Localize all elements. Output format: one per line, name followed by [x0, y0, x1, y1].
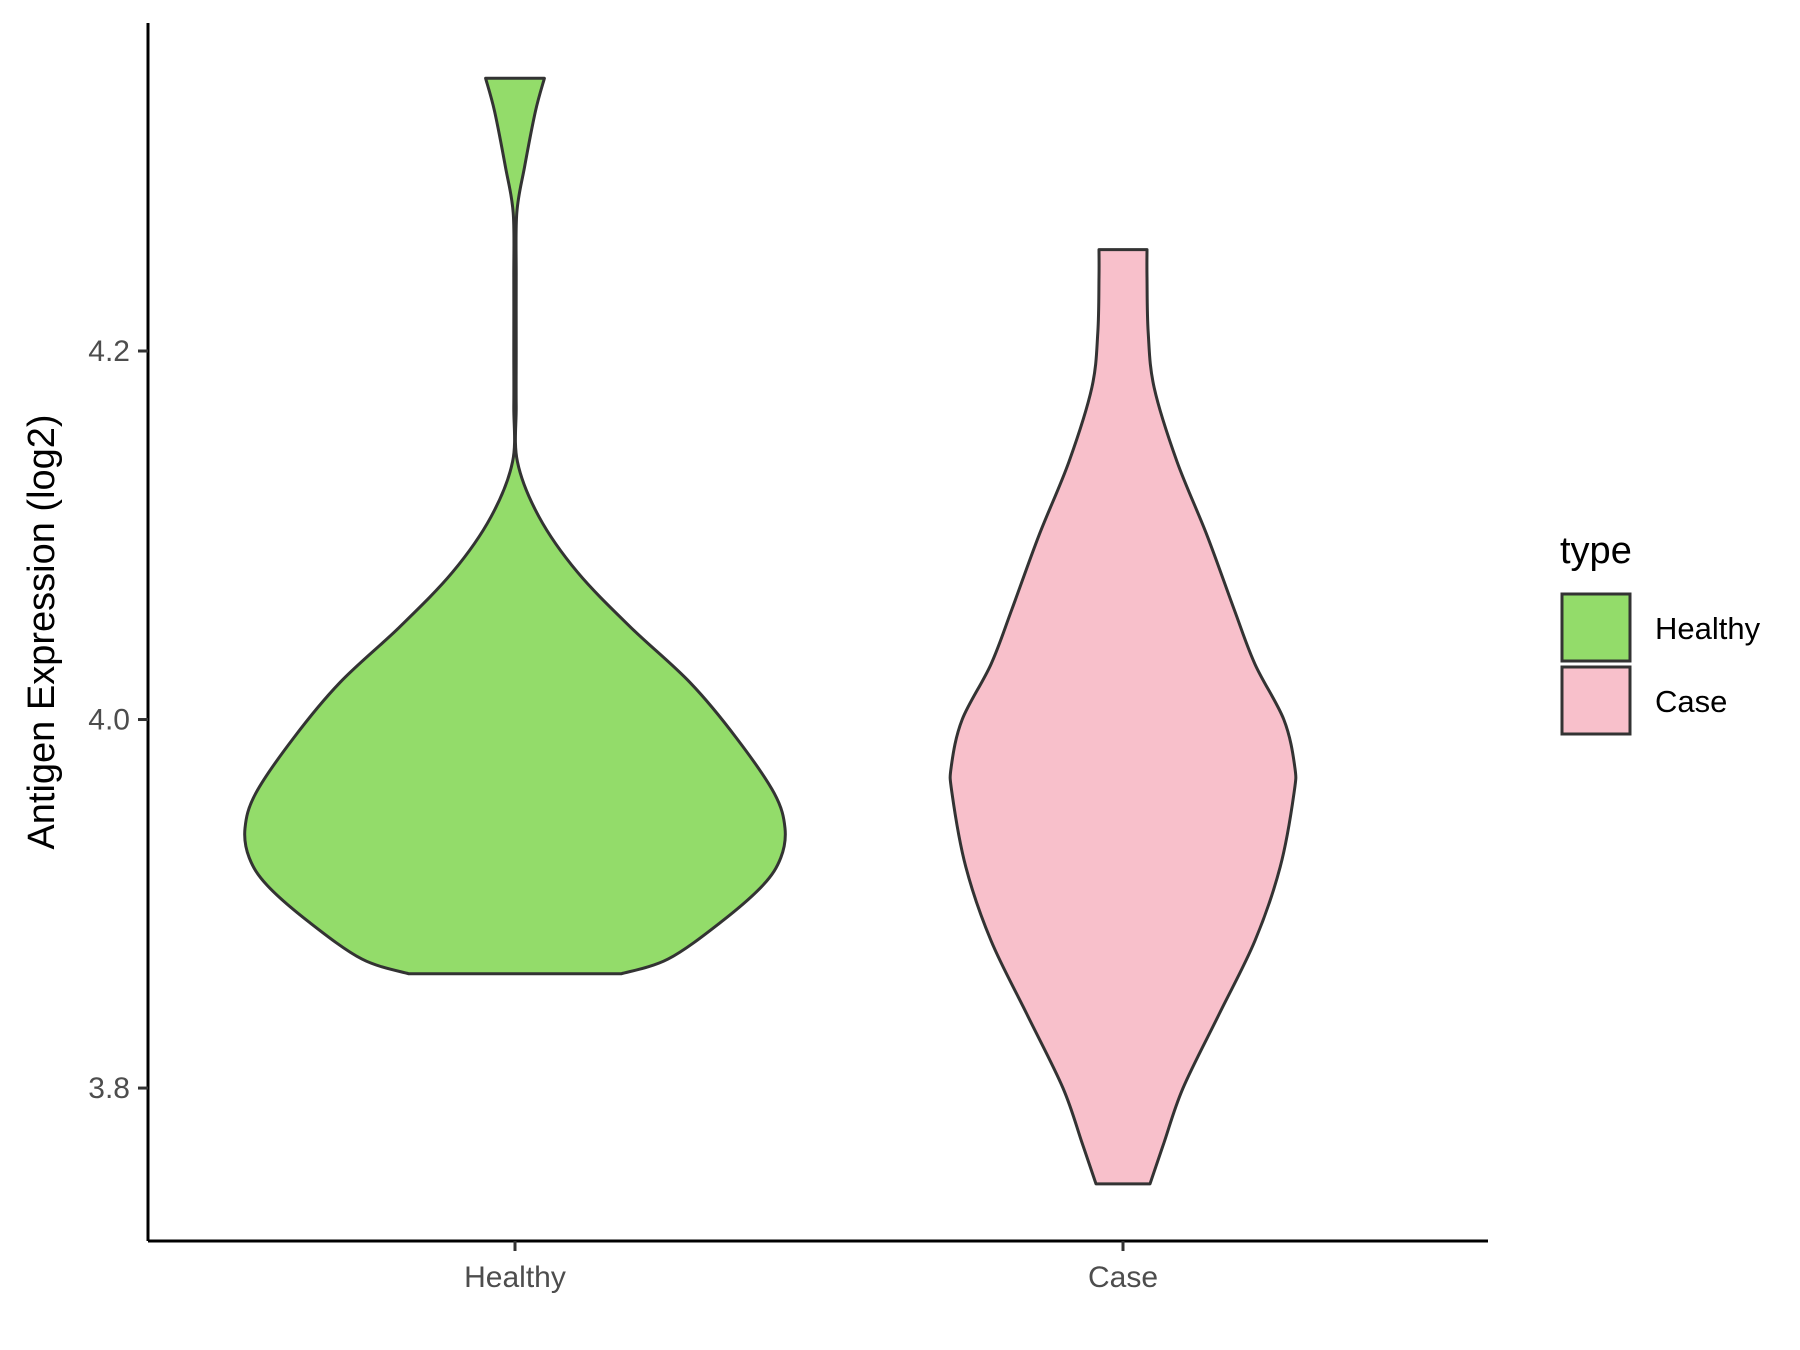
y-tick-label: 4.2	[88, 335, 130, 368]
x-ticks: Healthy Case	[464, 1241, 1158, 1294]
y-tick-label: 3.8	[88, 1072, 130, 1105]
legend: type Healthy Case	[1560, 530, 1761, 736]
violin-case	[948, 248, 1298, 1186]
violin-healthy	[243, 76, 787, 976]
legend-label-case: Case	[1655, 684, 1727, 719]
legend-key-healthy	[1560, 592, 1632, 663]
violin-layer	[243, 76, 1298, 1186]
x-tick-label: Healthy	[464, 1261, 566, 1294]
x-tick-label: Case	[1088, 1261, 1158, 1294]
legend-title: type	[1560, 530, 1632, 572]
y-tick-label: 4.0	[88, 704, 130, 737]
legend-key-case	[1560, 665, 1632, 736]
y-axis-title: Antigen Expression (log2)	[21, 414, 63, 849]
y-ticks: 3.8 4.0 4.2	[88, 335, 148, 1105]
legend-label-healthy: Healthy	[1655, 611, 1761, 646]
